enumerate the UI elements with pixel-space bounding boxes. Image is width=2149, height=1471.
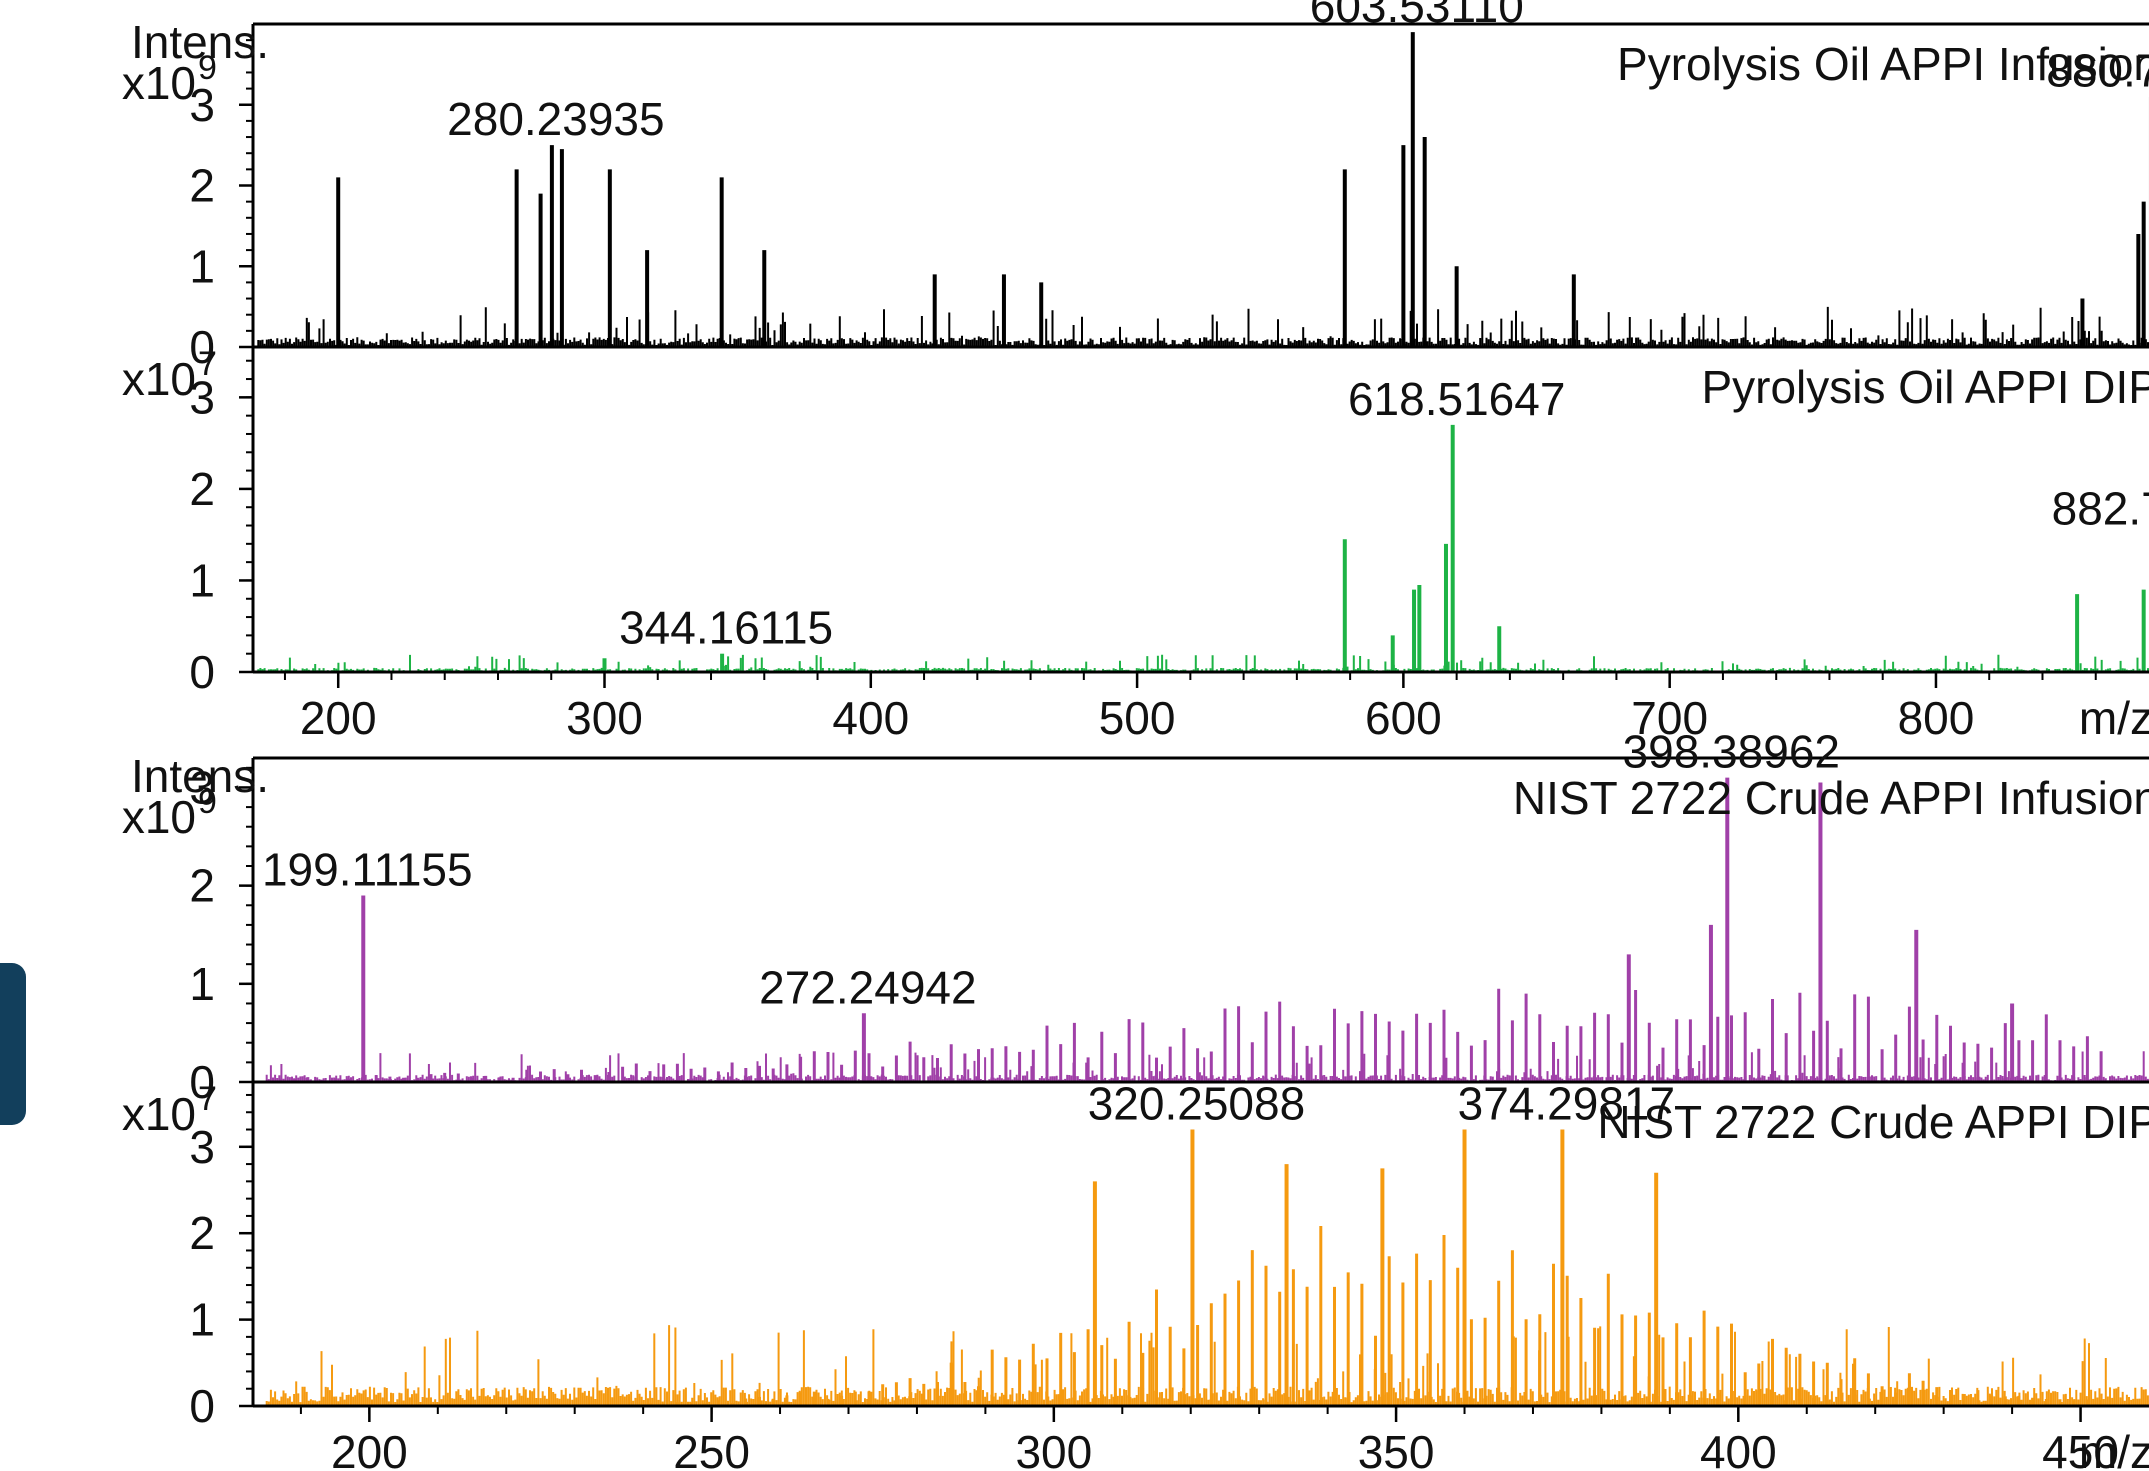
y-tick-label-1-1: 1 [189,554,215,606]
y-tick-label-3-2: 2 [189,1207,215,1259]
y-scale-label-3: x10 [122,1088,196,1140]
y-tick-label-3-0: 0 [189,1380,215,1432]
y-tick-label-3-1: 1 [189,1294,215,1346]
panel-title-1: Pyrolysis Oil APPI DIP [1701,361,2149,413]
panel-3 [239,1080,2149,1422]
spectrum-baseline-1 [257,654,2149,672]
x-tick-label-3-2: 300 [1015,1426,1092,1471]
x-tick-label-3-0: 200 [331,1426,408,1471]
peak-label-0-14: 603.53110 [1310,0,1524,32]
peak-label-3-5: 374.29817 [1458,1078,1675,1130]
peak-label-1-1: 344.16115 [619,602,833,654]
peak-label-1-11: 882.75845 [2052,483,2149,535]
peak-label-3-1: 320.25088 [1088,1078,1305,1130]
y-tick-label-0-3: 3 [189,79,215,131]
y-scale-label-1: x10 [122,353,196,405]
x-unit-label-3: m/z [2079,1426,2149,1471]
x-tick-label-3-3: 350 [1358,1426,1435,1471]
panel-title-2: NIST 2722 Crude APPI Infusion [1513,772,2149,824]
x-tick-label-3-5: 450 [2042,1426,2119,1471]
y-tick-label-2-0: 0 [189,1056,215,1108]
x-tick-label-1-0: 200 [300,692,377,744]
peak-label-0-3: 280.23935 [447,93,664,145]
y-tick-label-3-3: 3 [189,1121,215,1173]
y-scale-exponent-2: 9 [198,783,217,821]
y-tick-label-1-0: 0 [189,646,215,698]
peak-label-0-21: 880.74402 [2046,45,2149,97]
panel-title-0: Pyrolysis Oil APPI Infusion [1617,38,2149,90]
spectrum-baseline-3 [265,1325,2149,1406]
x-tick-label-3-1: 250 [673,1426,750,1471]
y-tick-label-2-2: 2 [189,860,215,912]
y-tick-label-2-3: 3 [189,761,215,813]
x-unit-label-1: m/z [2079,692,2149,744]
x-tick-label-1-4: 600 [1365,692,1442,744]
x-tick-label-1-3: 500 [1099,692,1176,744]
peak-label-2-0: 199.11155 [262,843,473,895]
x-tick-label-1-2: 400 [832,692,909,744]
x-tick-label-1-1: 300 [566,692,643,744]
x-tick-label-1-6: 800 [1898,692,1975,744]
y-tick-label-0-0: 0 [189,321,215,373]
y-scale-exponent-0: 9 [198,49,217,87]
peak-label-2-1: 272.24942 [759,961,976,1013]
peak-label-2-4: 398.38962 [1623,726,1840,778]
x-tick-label-1-5: 700 [1631,692,1708,744]
y-scale-label-0: x10 [122,57,196,109]
panel-title-3: NIST 2722 Crude APPI DIP [1597,1096,2149,1148]
y-axis-label-0: Intens. [131,16,269,68]
y-tick-label-2-1: 1 [189,958,215,1010]
peak-label-1-7: 618.51647 [1348,373,1565,425]
y-tick-label-1-2: 2 [189,463,215,515]
side-tab [0,963,26,1125]
y-tick-label-0-1: 1 [189,240,215,292]
panel-1 [239,345,2149,688]
y-scale-label-2: x10 [122,791,196,843]
y-scale-exponent-1: 7 [198,345,217,383]
y-tick-label-1-3: 3 [189,371,215,423]
x-tick-label-3-4: 400 [1700,1426,1777,1471]
y-scale-exponent-3: 7 [198,1080,217,1118]
spectrum-series-2 [278,988,2103,1082]
y-tick-label-0-2: 2 [189,160,215,212]
y-axis-label-2: Intens. [131,750,269,802]
